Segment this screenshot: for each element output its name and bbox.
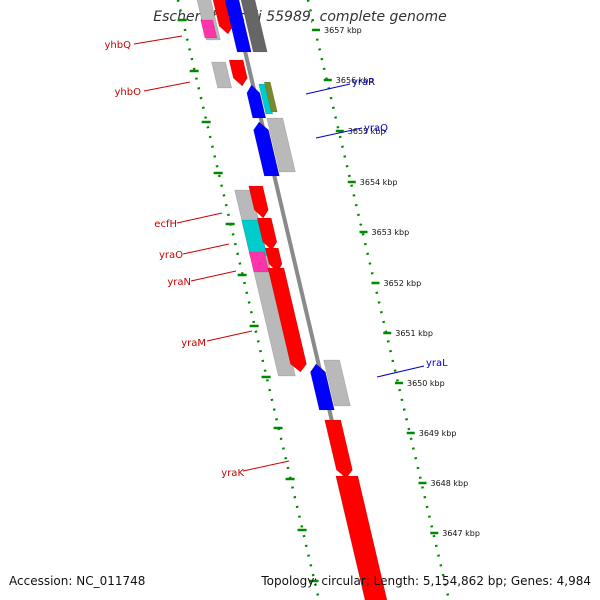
accession-text: Accession: NC_011748 <box>9 574 146 588</box>
cds-block[interactable] <box>238 0 268 53</box>
gene-label-yraK[interactable]: yraK <box>221 468 244 479</box>
gene-yraM[interactable] <box>267 267 307 373</box>
cds-block[interactable] <box>266 117 296 173</box>
kbp-tick-label: 3654 kbp <box>360 178 398 187</box>
kbp-tick-label: 3647 kbp <box>442 529 480 538</box>
kbp-tick-label: 3657 kbp <box>324 26 362 35</box>
label-leader-yraL <box>376 365 425 378</box>
gene-forward-large[interactable] <box>335 475 388 600</box>
gene-label-yraN[interactable]: yraN <box>167 277 191 288</box>
gene-label-yraQ[interactable]: yraQ <box>364 123 388 134</box>
gene-yhbO[interactable] <box>228 59 248 87</box>
gene-label-yraO[interactable]: yraO <box>159 250 183 261</box>
gene-label-yhbQ[interactable]: yhbQ <box>105 40 132 51</box>
left-guide-line <box>176 0 321 600</box>
gene-yraQ[interactable] <box>253 121 280 177</box>
label-leader-yraQ <box>315 127 363 139</box>
label-leader-yhbQ <box>133 35 183 45</box>
gene-yraO[interactable] <box>256 217 278 251</box>
label-leader-yraN <box>190 270 237 282</box>
label-leader-yraO <box>182 243 230 255</box>
cds-block[interactable] <box>258 83 274 115</box>
gene-label-ecfH[interactable]: ecfH <box>154 219 177 230</box>
kbp-tick-label: 3649 kbp <box>419 429 457 438</box>
cds-block[interactable] <box>263 81 278 113</box>
topology-text: Topology: circular; Length: 5,154,862 bp… <box>261 574 591 588</box>
kbp-tick-label: 3653 kbp <box>372 228 410 237</box>
cds-block[interactable] <box>200 19 218 39</box>
gene-label-yhbO[interactable]: yhbO <box>115 87 142 98</box>
right-guide-line <box>306 0 451 600</box>
kbp-tick-label: 3656 kbp <box>336 76 374 85</box>
gene-yraK[interactable] <box>324 419 353 479</box>
kbp-tick-label: 3651 kbp <box>395 329 433 338</box>
gene-yraR[interactable] <box>246 84 267 119</box>
kbp-tick-label: 3648 kbp <box>431 479 469 488</box>
kbp-tick-label: 3652 kbp <box>384 279 422 288</box>
kbp-tick-label: 3650 kbp <box>407 379 445 388</box>
gene-yraL[interactable] <box>310 363 335 411</box>
gene-blue[interactable] <box>222 0 252 53</box>
cds-block[interactable] <box>211 61 233 89</box>
gene-ecfH[interactable] <box>248 185 269 219</box>
label-leader-yraR <box>305 83 351 95</box>
label-leader-yraK <box>242 460 290 472</box>
label-leader-yhbO <box>143 81 191 92</box>
label-leader-ecfH <box>176 212 223 224</box>
gene-label-yraM[interactable]: yraM <box>181 338 206 349</box>
cds-block[interactable] <box>323 359 351 407</box>
kbp-tick-label: 3655 kbp <box>348 127 386 136</box>
gene-label-yraL[interactable]: yraL <box>426 358 448 369</box>
label-leader-yraM <box>206 330 253 342</box>
gene-label-yraR[interactable]: yraR <box>352 77 375 88</box>
